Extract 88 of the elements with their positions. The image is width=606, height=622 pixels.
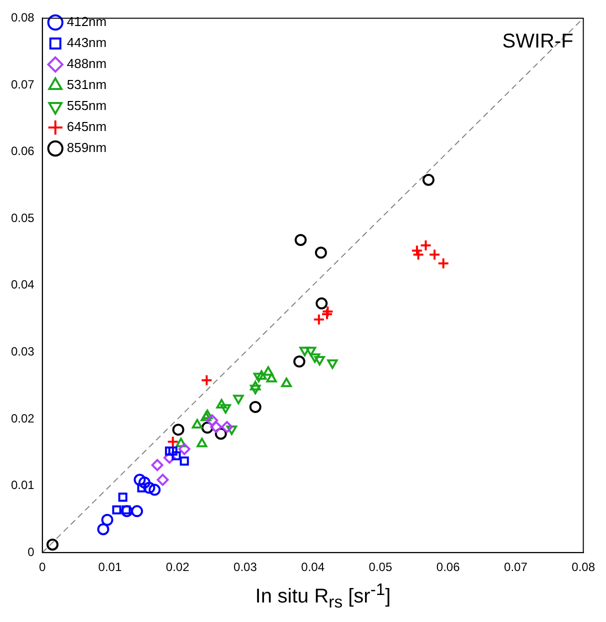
- point: [164, 446, 174, 456]
- legend-label: 859nm: [66, 140, 107, 156]
- x-tick-label: 0.07: [504, 560, 528, 574]
- y-tick-label: 0.06: [10, 144, 35, 158]
- point: [310, 353, 320, 363]
- point: [178, 443, 190, 456]
- legend-label: 645nm: [66, 119, 107, 134]
- y-tick-label: 0.04: [10, 278, 35, 292]
- point: [137, 483, 146, 492]
- point: [226, 426, 238, 436]
- point: [281, 378, 292, 388]
- legend-label: 531nm: [66, 77, 107, 92]
- point: [118, 492, 128, 502]
- point: [266, 372, 277, 382]
- point: [322, 305, 334, 318]
- x-tick-label: 0.08: [572, 560, 596, 574]
- y-tick-label: 0.03: [10, 344, 35, 359]
- point: [172, 424, 184, 436]
- point: [220, 421, 233, 434]
- point: [250, 380, 261, 390]
- legend-label: 488nm: [66, 56, 107, 72]
- x-tick-label: 0.06: [436, 560, 460, 574]
- point: [305, 346, 316, 356]
- point: [250, 384, 261, 394]
- point: [256, 370, 267, 380]
- point: [168, 446, 178, 456]
- point: [97, 523, 110, 536]
- point: [163, 452, 176, 464]
- point: [143, 482, 156, 494]
- point: [206, 414, 218, 426]
- point: [180, 456, 189, 466]
- y-tick-label: 0.01: [10, 478, 35, 492]
- y-tick-label: 0.02: [10, 411, 35, 426]
- point: [156, 474, 169, 486]
- point: [148, 484, 161, 496]
- point: [314, 356, 325, 366]
- point: [176, 438, 186, 448]
- x-tick-label: 0: [39, 560, 46, 574]
- point: [101, 514, 114, 526]
- point: [437, 257, 450, 270]
- point: [192, 419, 203, 429]
- x-tick-label: 0.02: [166, 560, 190, 574]
- point: [321, 308, 334, 320]
- point: [233, 394, 244, 404]
- point: [112, 505, 122, 514]
- point: [216, 398, 227, 408]
- point: [131, 505, 144, 518]
- x-tick-label: 0.01: [98, 560, 122, 574]
- point: [428, 248, 441, 261]
- point: [262, 366, 274, 376]
- legend-label: 443nm: [66, 35, 107, 50]
- y-tick-label: 0.08: [10, 10, 35, 25]
- point: [249, 400, 262, 413]
- y-tick-label: 0.07: [10, 77, 35, 92]
- point: [412, 248, 424, 261]
- point: [172, 451, 181, 460]
- point: [122, 505, 131, 514]
- point: [299, 346, 310, 356]
- point: [312, 313, 325, 326]
- point: [293, 356, 306, 368]
- x-axis-title: In situ R$_{rs}$ [sr$^{-1}$]: [254, 580, 392, 613]
- point: [422, 174, 434, 186]
- x-tick-label: 0.04: [301, 560, 325, 574]
- y-tick-label: 0: [28, 544, 35, 559]
- point: [314, 246, 327, 259]
- point: [294, 234, 307, 246]
- legend-label: 555nm: [66, 98, 107, 114]
- point: [201, 422, 214, 434]
- point: [327, 359, 338, 369]
- point: [253, 372, 264, 382]
- annotation: SWIR-F: [502, 30, 574, 53]
- point: [420, 239, 432, 252]
- point: [316, 297, 328, 310]
- point: [210, 421, 222, 434]
- point: [166, 436, 179, 448]
- legend-label: 412nm: [66, 14, 107, 30]
- point: [196, 438, 208, 448]
- x-tick-label: 0.03: [234, 560, 258, 574]
- point: [138, 476, 150, 488]
- point: [46, 538, 58, 551]
- x-tick-label: 0.05: [368, 560, 392, 574]
- point: [134, 474, 146, 486]
- point: [151, 459, 164, 472]
- y-tick-label: 0.05: [10, 210, 35, 225]
- point: [200, 374, 213, 386]
- point: [214, 428, 227, 440]
- point: [120, 505, 133, 518]
- point: [220, 404, 231, 414]
